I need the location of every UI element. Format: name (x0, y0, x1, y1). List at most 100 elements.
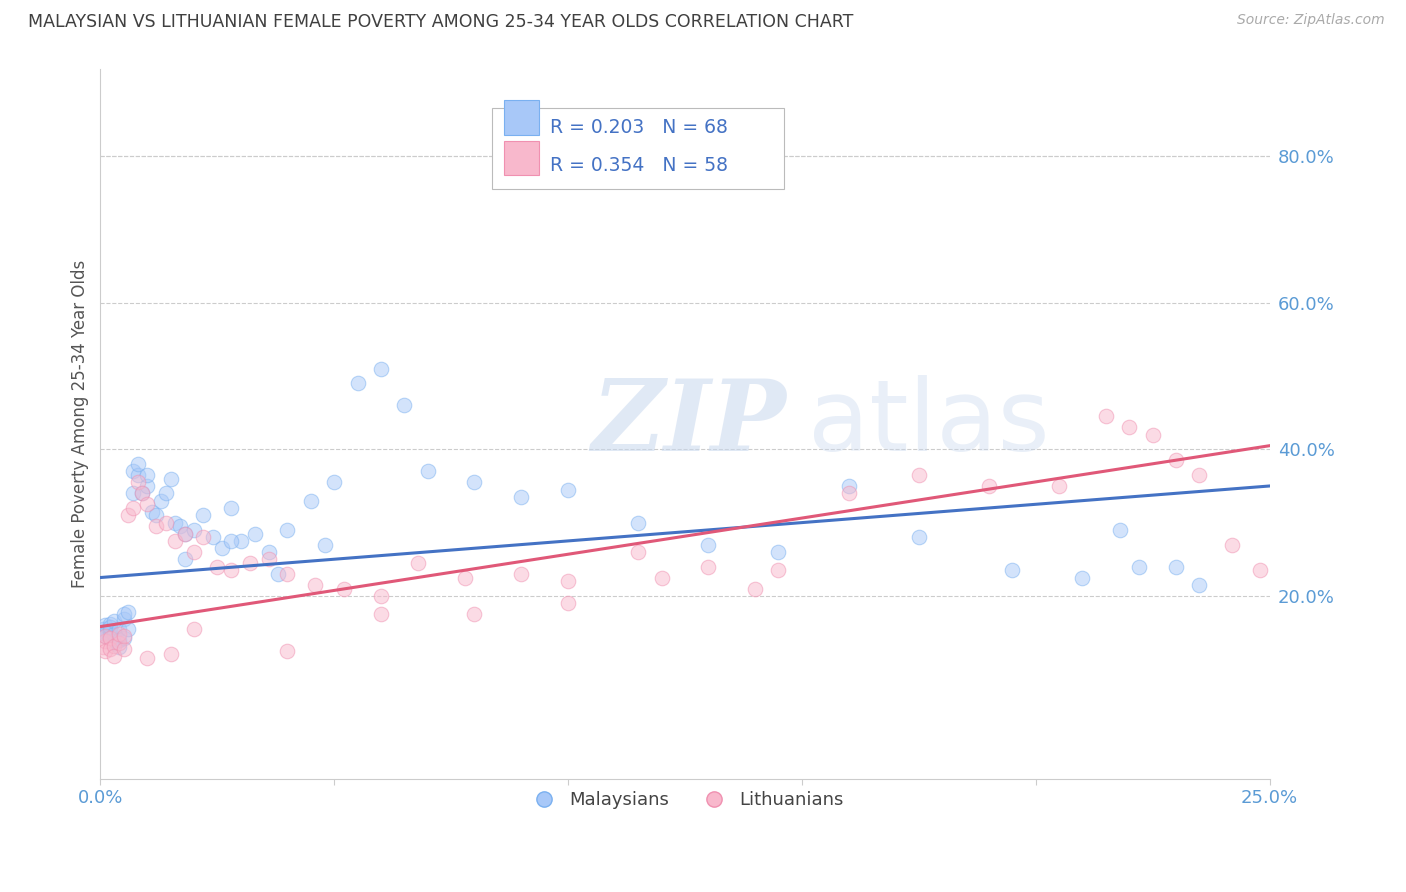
Point (183, 622, 205, 636)
Point (108, 627, 131, 641)
Point (136, 479, 159, 493)
Point (122, 500, 145, 515)
Point (1188, 578, 1211, 592)
Point (1188, 468, 1211, 483)
Point (221, 563, 243, 577)
Text: MALAYSIAN VS LITHUANIAN FEMALE POVERTY AMONG 25-34 YEAR OLDS CORRELATION CHART: MALAYSIAN VS LITHUANIAN FEMALE POVERTY A… (28, 13, 853, 31)
Point (408, 556, 430, 570)
Point (141, 505, 163, 519)
Point (193, 530, 215, 544)
Point (1142, 427, 1164, 442)
Point (370, 607, 392, 622)
Legend: Malaysians, Lithuanians: Malaysians, Lithuanians (519, 784, 851, 816)
Point (91, 622, 114, 636)
Point (557, 574, 579, 589)
Point (103, 639, 125, 653)
Point (103, 627, 125, 641)
Point (136, 651, 159, 665)
Text: ZIP: ZIP (592, 376, 786, 472)
Point (145, 519, 167, 533)
Point (108, 622, 131, 636)
Point (276, 566, 298, 581)
Point (193, 508, 215, 523)
Point (744, 582, 766, 596)
Point (697, 538, 720, 552)
Point (768, 563, 790, 577)
Point (1047, 479, 1070, 493)
Point (221, 500, 243, 515)
Point (1109, 523, 1132, 537)
Point (510, 490, 533, 504)
Point (257, 545, 280, 559)
Point (1001, 563, 1024, 577)
Point (103, 648, 125, 663)
Point (94, 634, 117, 648)
Point (98, 624, 121, 638)
Point (370, 589, 392, 603)
Point (1095, 409, 1118, 424)
Point (103, 636, 125, 650)
Point (145, 508, 167, 523)
Point (276, 644, 298, 658)
Point (127, 457, 149, 471)
Point (651, 570, 673, 584)
Point (463, 475, 485, 490)
Point (173, 552, 195, 566)
Y-axis label: Female Poverty Among 25-34 Year Olds: Female Poverty Among 25-34 Year Olds (72, 260, 89, 588)
Point (1118, 420, 1140, 434)
Point (159, 472, 181, 486)
Point (112, 629, 135, 643)
Point (108, 640, 131, 654)
Point (394, 399, 416, 413)
Point (165, 533, 187, 548)
Point (557, 596, 579, 610)
Point (112, 607, 135, 622)
Point (332, 582, 354, 596)
Point (370, 361, 392, 376)
Point (239, 556, 262, 570)
Point (1128, 559, 1150, 574)
Point (1220, 538, 1243, 552)
Text: atlas: atlas (807, 376, 1049, 472)
Point (173, 526, 195, 541)
Point (94, 618, 117, 632)
Point (91, 640, 114, 654)
Point (173, 526, 195, 541)
Point (907, 468, 929, 483)
Point (131, 486, 153, 500)
Point (94, 629, 117, 643)
Text: R = 0.203   N = 68: R = 0.203 N = 68 (551, 118, 728, 136)
Point (169, 519, 191, 533)
Point (98, 629, 121, 643)
Point (211, 541, 233, 556)
Point (229, 533, 252, 548)
Point (314, 538, 336, 552)
FancyBboxPatch shape (492, 108, 785, 189)
Text: R = 0.354   N = 58: R = 0.354 N = 58 (551, 156, 728, 175)
Point (463, 607, 485, 622)
Point (155, 486, 177, 500)
Point (627, 516, 650, 530)
Point (122, 486, 145, 500)
Point (346, 376, 368, 391)
Point (838, 479, 860, 493)
Point (136, 497, 159, 511)
Point (1071, 570, 1094, 584)
Point (1249, 563, 1271, 577)
Point (112, 632, 135, 646)
Point (94, 625, 117, 640)
Point (127, 475, 149, 490)
Point (276, 523, 298, 537)
FancyBboxPatch shape (503, 101, 538, 135)
Point (183, 545, 205, 559)
Point (907, 530, 929, 544)
Point (136, 468, 159, 483)
Point (94, 644, 117, 658)
Point (697, 559, 720, 574)
Point (131, 486, 153, 500)
Point (267, 566, 290, 581)
Point (117, 622, 139, 636)
Point (103, 615, 125, 629)
Point (183, 523, 205, 537)
Point (1164, 559, 1187, 574)
